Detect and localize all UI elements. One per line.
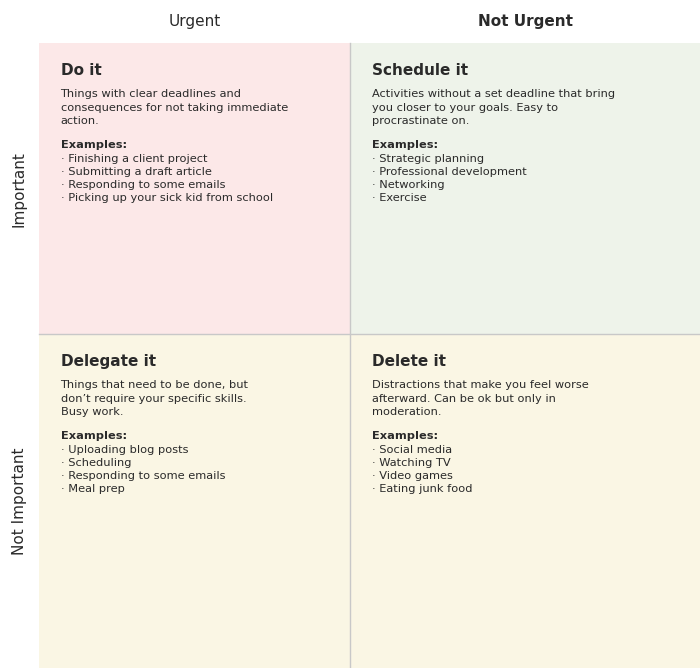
Text: · Uploading blog posts: · Uploading blog posts [60, 445, 188, 455]
Text: Important: Important [12, 151, 27, 226]
Text: Examples:: Examples: [60, 430, 127, 440]
Text: action.: action. [60, 116, 99, 126]
Text: Examples:: Examples: [372, 430, 438, 440]
Text: consequences for not taking immediate: consequences for not taking immediate [60, 103, 288, 113]
Text: moderation.: moderation. [372, 407, 442, 417]
Text: · Responding to some emails: · Responding to some emails [60, 180, 225, 190]
Text: · Submitting a draft article: · Submitting a draft article [60, 168, 211, 178]
Text: · Meal prep: · Meal prep [60, 484, 125, 494]
Text: Urgent: Urgent [168, 14, 220, 29]
Text: Schedule it: Schedule it [372, 63, 468, 78]
Text: · Scheduling: · Scheduling [60, 458, 131, 468]
Text: Not Important: Not Important [12, 448, 27, 554]
Text: · Finishing a client project: · Finishing a client project [60, 154, 207, 164]
Text: · Picking up your sick kid from school: · Picking up your sick kid from school [60, 194, 272, 204]
Text: you closer to your goals. Easy to: you closer to your goals. Easy to [372, 103, 558, 113]
Text: Activities without a set deadline that bring: Activities without a set deadline that b… [372, 90, 615, 100]
Text: · Watching TV: · Watching TV [372, 458, 451, 468]
Text: Delete it: Delete it [372, 354, 446, 369]
Text: Things with clear deadlines and: Things with clear deadlines and [60, 90, 242, 100]
Text: don’t require your specific skills.: don’t require your specific skills. [60, 393, 246, 403]
Text: Not Urgent: Not Urgent [477, 14, 573, 29]
Text: Delegate it: Delegate it [60, 354, 155, 369]
Text: procrastinate on.: procrastinate on. [372, 116, 470, 126]
Text: · Exercise: · Exercise [372, 194, 426, 204]
Text: · Professional development: · Professional development [372, 168, 526, 178]
Text: Do it: Do it [60, 63, 102, 78]
Text: · Networking: · Networking [372, 180, 444, 190]
Text: · Social media: · Social media [372, 445, 452, 455]
Text: · Responding to some emails: · Responding to some emails [60, 471, 225, 481]
Text: · Video games: · Video games [372, 471, 453, 481]
Text: Busy work.: Busy work. [60, 407, 123, 417]
Text: Things that need to be done, but: Things that need to be done, but [60, 380, 248, 390]
Text: Examples:: Examples: [60, 140, 127, 150]
Text: Examples:: Examples: [372, 140, 438, 150]
Text: · Eating junk food: · Eating junk food [372, 484, 473, 494]
Text: · Strategic planning: · Strategic planning [372, 154, 484, 164]
Text: afterward. Can be ok but only in: afterward. Can be ok but only in [372, 393, 556, 403]
Text: Distractions that make you feel worse: Distractions that make you feel worse [372, 380, 589, 390]
